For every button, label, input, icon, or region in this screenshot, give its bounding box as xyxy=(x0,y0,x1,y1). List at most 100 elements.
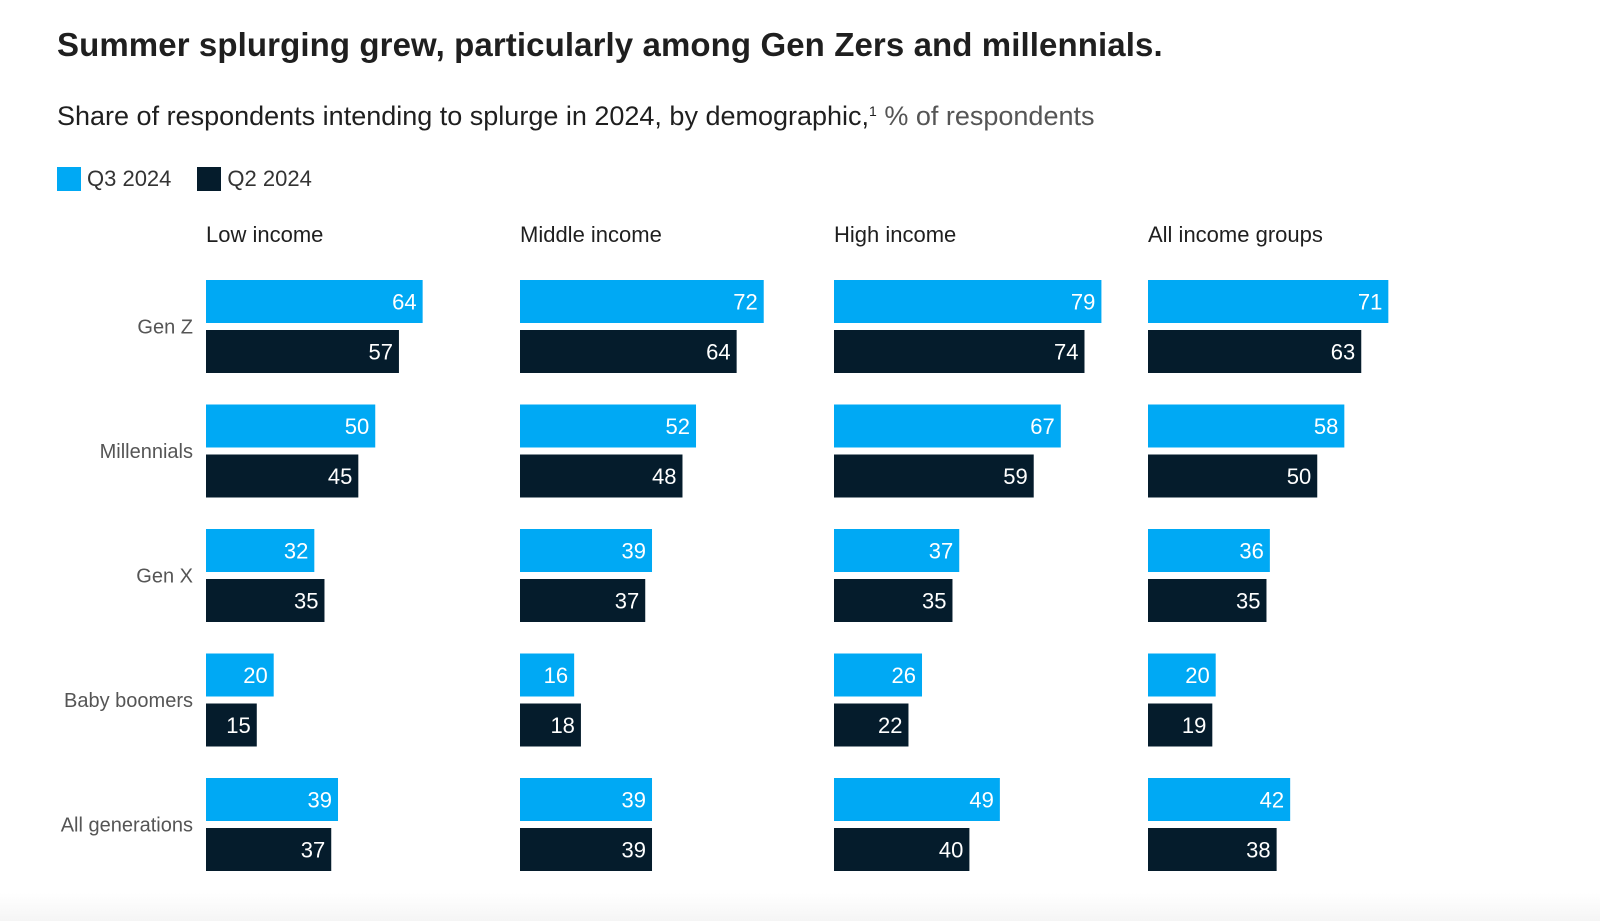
value-label-q3-2024-low-income-all-generations: 39 xyxy=(308,788,332,813)
value-label-q2-2024-middle-income-baby-boomers: 18 xyxy=(550,713,574,738)
bar-q3-2024-low-income-gen-x xyxy=(206,529,315,572)
bar-q2-2024-middle-income-gen-z xyxy=(520,330,737,373)
bar-q2-2024-high-income-all-generations xyxy=(834,828,970,871)
bar-q3-2024-high-income-all-generations xyxy=(834,778,1000,821)
value-label-q3-2024-low-income-gen-z: 64 xyxy=(392,290,416,315)
value-label-q3-2024-middle-income-gen-z: 72 xyxy=(733,290,757,315)
value-label-q2-2024-all-income-groups-baby-boomers: 19 xyxy=(1182,713,1206,738)
category-label-gen-z: Gen Z xyxy=(137,317,193,339)
value-label-q3-2024-low-income-baby-boomers: 20 xyxy=(243,663,267,688)
legend-swatch-q3 xyxy=(57,167,81,191)
value-label-q2-2024-all-income-groups-gen-x: 35 xyxy=(1236,589,1260,614)
value-label-q3-2024-high-income-gen-x: 37 xyxy=(929,539,953,564)
bar-q3-2024-high-income-gen-z xyxy=(834,280,1102,323)
bar-q2-2024-all-income-groups-gen-x xyxy=(1148,579,1267,622)
value-label-q2-2024-low-income-gen-x: 35 xyxy=(294,589,318,614)
value-label-q3-2024-middle-income-millennials: 52 xyxy=(666,414,690,439)
bar-q3-2024-low-income-gen-z xyxy=(206,280,423,323)
value-label-q2-2024-low-income-gen-z: 57 xyxy=(368,340,392,365)
value-label-q2-2024-all-income-groups-all-generations: 38 xyxy=(1246,838,1270,863)
bar-q2-2024-low-income-baby-boomers xyxy=(206,703,257,747)
bar-q2-2024-middle-income-gen-x xyxy=(520,579,646,622)
bar-q2-2024-high-income-millennials xyxy=(834,454,1034,498)
subtitle-main: Share of respondents intending to splurg… xyxy=(57,101,870,131)
bar-q2-2024-middle-income-baby-boomers xyxy=(520,703,581,747)
value-label-q3-2024-all-income-groups-millennials: 58 xyxy=(1314,414,1338,439)
chart-subtitle: Share of respondents intending to splurg… xyxy=(57,101,1094,132)
bar-q3-2024-all-income-groups-all-generations xyxy=(1148,778,1291,821)
bar-q2-2024-low-income-gen-z xyxy=(206,330,399,373)
bar-q2-2024-middle-income-all-generations xyxy=(520,828,653,871)
legend-item-q2: Q2 2024 xyxy=(197,166,312,192)
category-label-all-generations: All generations xyxy=(61,815,193,837)
value-label-q2-2024-all-income-groups-gen-z: 63 xyxy=(1331,340,1355,365)
category-label-gen-x: Gen X xyxy=(136,566,193,588)
panel-header-all-income-groups: All income groups xyxy=(1148,222,1323,247)
value-label-q3-2024-high-income-baby-boomers: 26 xyxy=(892,663,916,688)
value-label-q3-2024-low-income-gen-x: 32 xyxy=(284,539,308,564)
bar-q3-2024-high-income-millennials xyxy=(834,404,1061,448)
bar-q3-2024-middle-income-baby-boomers xyxy=(520,653,575,697)
value-label-q3-2024-middle-income-gen-x: 39 xyxy=(622,539,646,564)
value-label-q3-2024-low-income-millennials: 50 xyxy=(345,414,369,439)
bar-q2-2024-all-income-groups-millennials xyxy=(1148,454,1318,498)
value-label-q2-2024-middle-income-millennials: 48 xyxy=(652,464,676,489)
legend: Q3 2024 Q2 2024 xyxy=(57,166,338,192)
value-label-q3-2024-all-income-groups-all-generations: 42 xyxy=(1260,788,1284,813)
bar-q2-2024-high-income-baby-boomers xyxy=(834,703,909,747)
value-label-q2-2024-high-income-millennials: 59 xyxy=(1003,464,1027,489)
value-label-q3-2024-all-income-groups-gen-x: 36 xyxy=(1239,539,1263,564)
legend-label-q2: Q2 2024 xyxy=(227,166,312,191)
bar-q2-2024-middle-income-millennials xyxy=(520,454,683,498)
bar-q3-2024-high-income-gen-x xyxy=(834,529,960,572)
bar-q3-2024-all-income-groups-baby-boomers xyxy=(1148,653,1216,697)
bar-q2-2024-all-income-groups-all-generations xyxy=(1148,828,1277,871)
value-label-q2-2024-high-income-baby-boomers: 22 xyxy=(878,713,902,738)
bar-q2-2024-low-income-all-generations xyxy=(206,828,332,871)
bar-q2-2024-low-income-gen-x xyxy=(206,579,325,622)
value-label-q2-2024-all-income-groups-millennials: 50 xyxy=(1287,464,1311,489)
value-label-q3-2024-all-income-groups-baby-boomers: 20 xyxy=(1185,663,1209,688)
category-label-baby-boomers: Baby boomers xyxy=(64,690,193,712)
footer-strip xyxy=(0,893,1600,921)
bar-q2-2024-high-income-gen-z xyxy=(834,330,1085,373)
bar-q2-2024-high-income-gen-x xyxy=(834,579,953,622)
legend-label-q3: Q3 2024 xyxy=(87,166,172,191)
value-label-q2-2024-middle-income-gen-x: 37 xyxy=(615,589,639,614)
chart-title: Summer splurging grew, particularly amon… xyxy=(57,26,1163,63)
value-label-q2-2024-low-income-millennials: 45 xyxy=(328,464,352,489)
bar-q2-2024-low-income-millennials xyxy=(206,454,359,498)
value-label-q3-2024-high-income-gen-z: 79 xyxy=(1071,290,1095,315)
value-label-q2-2024-low-income-baby-boomers: 15 xyxy=(226,713,250,738)
bar-q3-2024-all-income-groups-millennials xyxy=(1148,404,1345,448)
legend-swatch-q2 xyxy=(197,167,222,191)
value-label-q2-2024-high-income-all-generations: 40 xyxy=(939,838,963,863)
bar-q3-2024-low-income-millennials xyxy=(206,404,376,448)
bar-q3-2024-middle-income-gen-x xyxy=(520,529,653,572)
value-label-q2-2024-middle-income-all-generations: 39 xyxy=(622,838,646,863)
bar-q3-2024-high-income-baby-boomers xyxy=(834,653,923,697)
bar-q3-2024-middle-income-millennials xyxy=(520,404,697,448)
subtitle-unit: % of respondents xyxy=(876,101,1095,131)
value-label-q2-2024-high-income-gen-x: 35 xyxy=(922,589,946,614)
bar-q3-2024-middle-income-gen-z xyxy=(520,280,764,323)
panel-header-high-income: High income xyxy=(834,222,956,247)
legend-item-q3: Q3 2024 xyxy=(57,166,171,192)
value-label-q2-2024-middle-income-gen-z: 64 xyxy=(706,340,730,365)
value-label-q3-2024-all-income-groups-gen-z: 71 xyxy=(1358,290,1382,315)
value-label-q3-2024-high-income-millennials: 67 xyxy=(1030,414,1054,439)
bar-q2-2024-all-income-groups-gen-z xyxy=(1148,330,1362,373)
value-label-q2-2024-low-income-all-generations: 37 xyxy=(301,838,325,863)
footnote-marker: 1 xyxy=(869,103,877,119)
value-label-q2-2024-high-income-gen-z: 74 xyxy=(1054,340,1078,365)
panel-header-low-income: Low income xyxy=(206,222,323,247)
category-label-millennials: Millennials xyxy=(100,441,193,463)
bar-q3-2024-low-income-baby-boomers xyxy=(206,653,274,697)
value-label-q3-2024-middle-income-all-generations: 39 xyxy=(622,788,646,813)
bar-q3-2024-all-income-groups-gen-x xyxy=(1148,529,1270,572)
panel-header-middle-income: Middle income xyxy=(520,222,662,247)
bar-q3-2024-low-income-all-generations xyxy=(206,778,339,821)
bar-chart: Low income Middle income High income All in… xyxy=(61,222,1389,871)
bar-q3-2024-all-income-groups-gen-z xyxy=(1148,280,1389,323)
value-label-q3-2024-middle-income-baby-boomers: 16 xyxy=(544,663,568,688)
